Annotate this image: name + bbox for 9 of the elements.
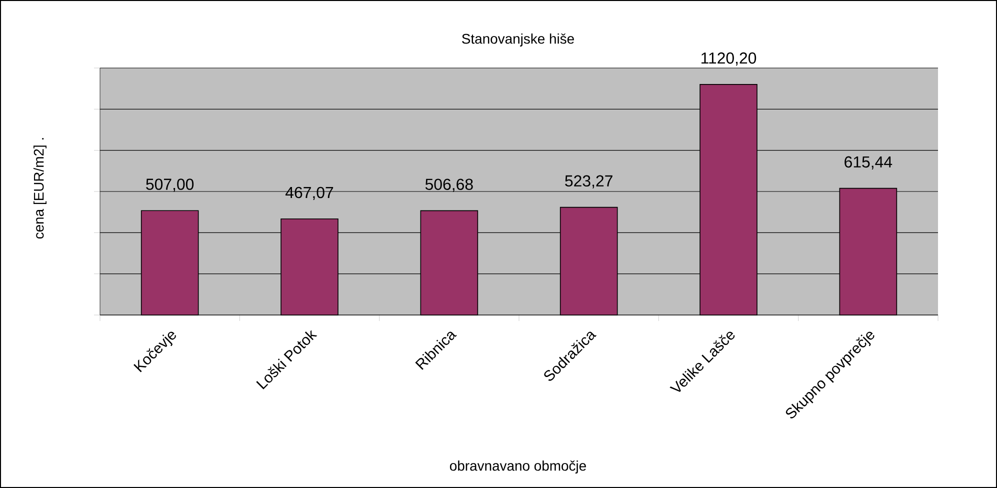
x-axis-title: obravnavano območje xyxy=(450,460,586,474)
y-axis-title: cena [EUR/m2] . xyxy=(34,138,46,239)
data-label: 523,27 xyxy=(565,175,612,188)
chart-title: Stanovanjske hiše xyxy=(462,33,574,47)
data-label: 1120,20 xyxy=(702,52,756,66)
data-label: 615,44 xyxy=(844,156,892,170)
data-label: 467,07 xyxy=(285,186,334,200)
data-label: 507,00 xyxy=(146,178,194,192)
data-label: 506,68 xyxy=(425,178,473,192)
